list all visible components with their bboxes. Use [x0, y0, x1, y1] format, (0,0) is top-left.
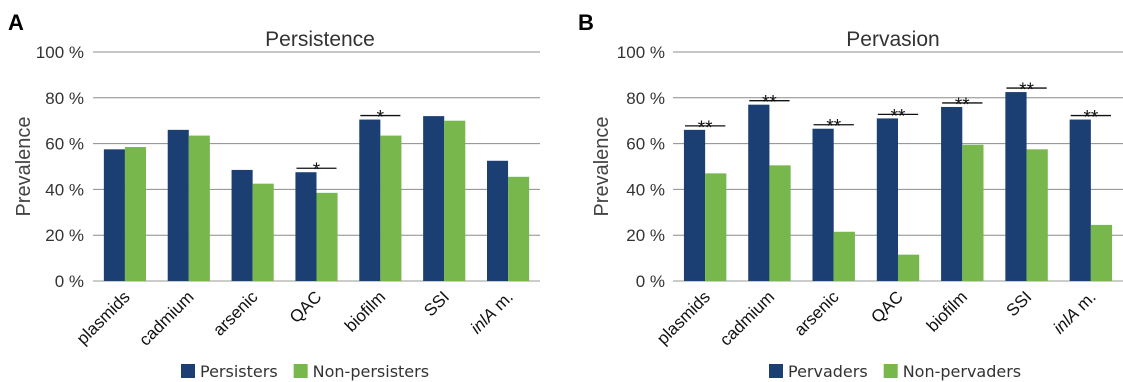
y-tick-label: 60 % — [45, 135, 84, 154]
y-axis-label: Prevalence — [13, 116, 35, 216]
significance-marker: ** — [955, 95, 970, 116]
bar-pervaders-5 — [1005, 92, 1027, 281]
panel-letter: B — [578, 10, 594, 35]
bar-pervaders-3 — [876, 118, 898, 281]
bar-persisters-1 — [167, 129, 189, 281]
x-tick-label: biofilm — [341, 287, 389, 335]
significance-marker: ** — [826, 117, 841, 138]
bar-non-pervaders-0 — [705, 173, 727, 281]
significance-marker: ** — [698, 118, 713, 139]
bar-non-persisters-3 — [316, 192, 338, 281]
bar-persisters-0 — [103, 149, 125, 281]
y-tick-label: 20 % — [626, 226, 665, 245]
bar-persisters-3 — [295, 172, 317, 281]
y-tick-label: 0 % — [636, 272, 665, 291]
x-tick-label: cadmium — [135, 287, 197, 349]
panel-a: A Persistence 0 % 20 % 40 % 60 % 80 % 100 % Prev… — [8, 10, 540, 381]
legend-label: Non-pervaders — [903, 362, 1021, 381]
y-tick-label: 100 % — [36, 43, 84, 62]
bar-persisters-6 — [486, 160, 509, 281]
y-tick-label: 20 % — [45, 226, 84, 245]
x-tick-label: SSI — [420, 287, 453, 320]
bar-non-pervaders-5 — [1026, 149, 1048, 281]
legend-swatch — [769, 364, 783, 378]
x-tick-label: inlA m. — [467, 287, 517, 337]
bar-non-persisters-4 — [380, 135, 402, 281]
bar-pervaders-0 — [683, 129, 706, 281]
y-tick-label: 0 % — [55, 272, 84, 291]
significance-marker: ** — [1083, 108, 1098, 129]
bar-non-persisters-6 — [508, 176, 530, 281]
chart-title: Persistence — [265, 28, 375, 51]
x-tick-label: QAC — [867, 287, 906, 326]
y-tick-label: 40 % — [45, 180, 84, 199]
bar-pervaders-1 — [748, 104, 770, 281]
bar-persisters-2 — [231, 169, 253, 281]
bar-persisters-5 — [423, 116, 445, 282]
x-tick-label: arsenic — [790, 287, 843, 340]
panel-letter: A — [8, 10, 24, 35]
panel-b: B Pervasion 0 % 20 % 40 % 60 % 80 % 100 % Preval… — [578, 10, 1123, 381]
bar-non-pervaders-2 — [833, 231, 855, 281]
bar-non-persisters-2 — [252, 183, 274, 281]
x-tick-label: plasmids — [73, 287, 134, 348]
significance-marker: ** — [762, 93, 777, 114]
y-tick-label: 40 % — [626, 180, 665, 199]
x-tick-label: biofilm — [923, 287, 971, 335]
bar-non-persisters-1 — [188, 135, 210, 281]
significance-marker: ** — [1019, 80, 1034, 101]
bar-pervaders-6 — [1069, 119, 1091, 282]
x-tick-label: inlA m. — [1050, 287, 1100, 337]
y-axis-label: Prevalence — [591, 116, 613, 216]
bar-non-pervaders-1 — [769, 165, 791, 281]
significance-marker: ** — [891, 106, 906, 127]
bar-non-pervaders-6 — [1090, 224, 1113, 281]
legend-swatch — [883, 364, 898, 378]
x-tick-label: arsenic — [209, 287, 262, 340]
legend-label: Pervaders — [788, 362, 868, 381]
bar-pervaders-2 — [812, 128, 834, 281]
x-tick-label: QAC — [286, 287, 325, 326]
bar-pervaders-4 — [941, 106, 963, 282]
bar-non-persisters-5 — [444, 120, 466, 281]
bar-non-pervaders-3 — [898, 254, 920, 281]
x-tick-label: plasmids — [653, 287, 714, 348]
y-tick-label: 100 % — [617, 43, 665, 62]
significance-marker: * — [313, 160, 321, 181]
legend-label: Non-persisters — [313, 362, 429, 381]
x-tick-label: SSI — [1003, 287, 1036, 320]
y-tick-label: 80 % — [45, 89, 84, 108]
bar-non-persisters-0 — [124, 147, 147, 281]
legend-label: Persisters — [200, 362, 278, 381]
y-tick-label: 80 % — [626, 89, 665, 108]
chart-title: Pervasion — [846, 28, 939, 51]
bar-non-pervaders-4 — [962, 144, 984, 281]
legend-swatch — [181, 364, 195, 378]
x-tick-label: cadmium — [716, 287, 778, 349]
bar-persisters-4 — [359, 119, 381, 282]
y-tick-label: 60 % — [626, 135, 665, 154]
significance-marker: * — [377, 108, 385, 129]
legend-swatch — [293, 364, 308, 378]
